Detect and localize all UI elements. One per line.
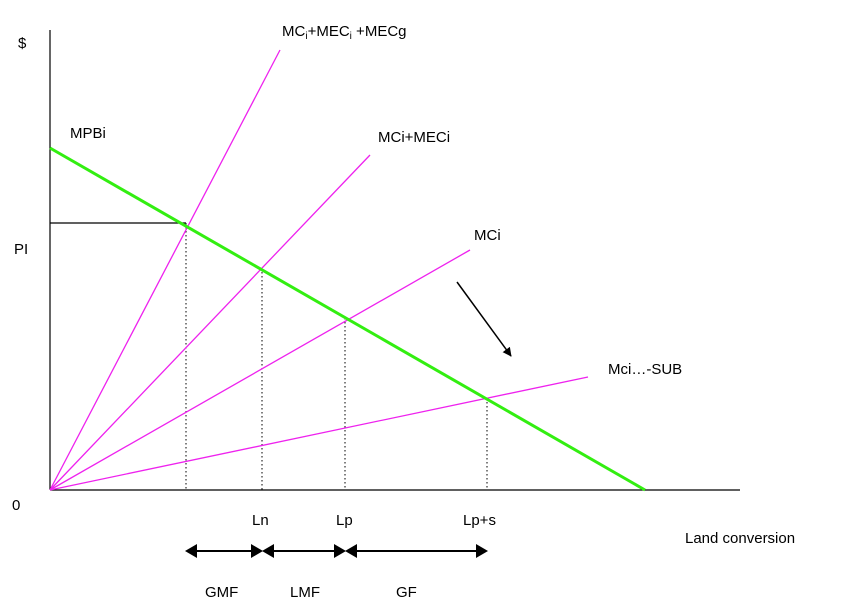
gf-label: GF bbox=[396, 584, 417, 601]
mc-mec-curve bbox=[49, 154, 371, 491]
gf-range-arrow bbox=[345, 544, 488, 558]
mpb-curve bbox=[49, 146, 646, 492]
lmf-range-arrow bbox=[262, 544, 346, 558]
y-axis-label: $ bbox=[18, 35, 27, 52]
mc-total-label: MCi+MECi +MECg bbox=[282, 23, 407, 42]
gmf-range-arrow bbox=[185, 544, 263, 558]
mc-sub-curve bbox=[49, 376, 589, 491]
mc-label: MCi bbox=[474, 227, 501, 244]
shift-arrow bbox=[456, 281, 512, 357]
lp-label: Lp bbox=[336, 512, 353, 529]
gmf-label: GMF bbox=[205, 584, 238, 601]
mpb-label: MPBi bbox=[70, 125, 106, 142]
lps-label: Lp+s bbox=[463, 512, 496, 529]
mc-mec-label: MCi+MECi bbox=[378, 129, 450, 146]
price-label: PI bbox=[14, 241, 28, 258]
ln-label: Ln bbox=[252, 512, 269, 529]
mc-curve bbox=[49, 249, 471, 491]
origin-label: 0 bbox=[12, 497, 20, 514]
mc-total-curve bbox=[49, 49, 281, 491]
mc-sub-label: Mci…-SUB bbox=[608, 361, 682, 378]
lmf-label: LMF bbox=[290, 584, 320, 601]
x-axis-label: Land conversion bbox=[685, 530, 795, 547]
